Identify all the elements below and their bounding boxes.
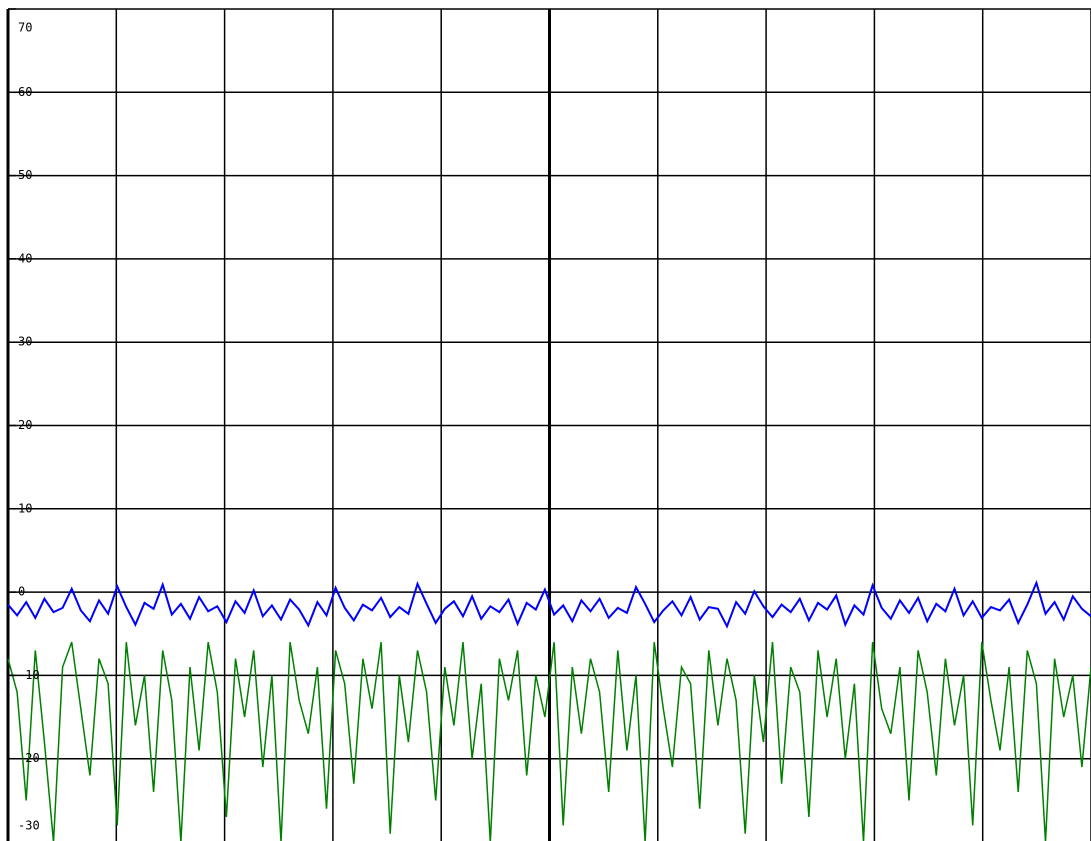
y-tick-label: -20 — [18, 751, 40, 765]
trace — [7, 579, 1091, 629]
y-tick-label: 0 — [18, 585, 25, 599]
y-tick-label: 30 — [18, 335, 32, 349]
y-tick-label: 60 — [18, 85, 32, 99]
y-tick-label: 50 — [18, 168, 32, 182]
y-tick-label: 20 — [18, 418, 32, 432]
y-tick-label: -10 — [18, 668, 40, 682]
y-tick-label: 70 — [18, 21, 32, 35]
y-tick-label: -30 — [18, 819, 40, 833]
y-tick-label: 40 — [18, 251, 32, 265]
trace — [7, 641, 1091, 841]
y-tick-label: 10 — [18, 501, 32, 515]
